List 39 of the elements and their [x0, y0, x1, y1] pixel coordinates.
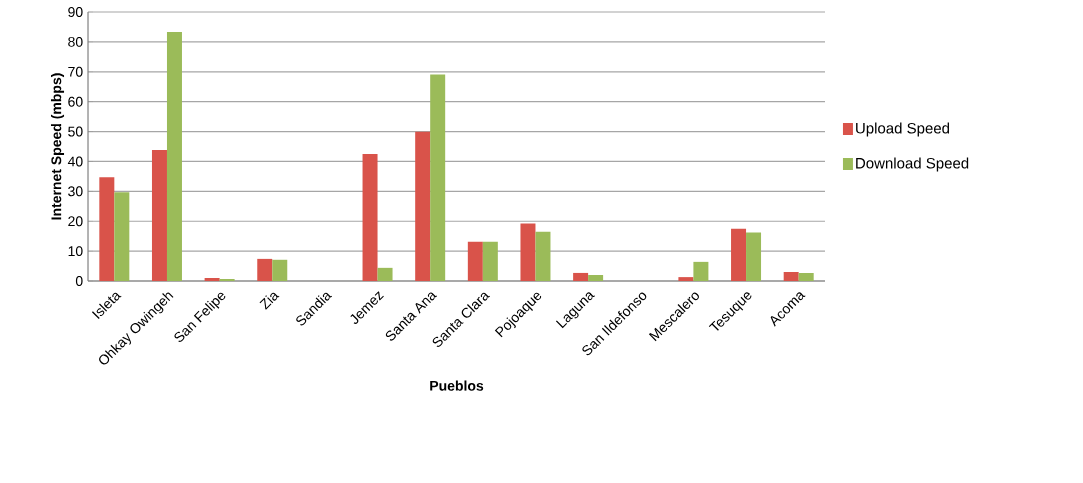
- bar: [257, 258, 273, 281]
- y-axis-title: Internet Speed (mbps): [50, 73, 65, 220]
- y-tick-label: 30: [68, 186, 83, 197]
- y-tick-label: 40: [67, 156, 83, 167]
- bar: [783, 272, 799, 281]
- y-tick-label: 60: [68, 96, 83, 107]
- y-tick-label: 70: [68, 66, 83, 77]
- x-tick-label: Zia: [259, 292, 280, 310]
- bar: [166, 32, 182, 281]
- bar: [535, 231, 551, 281]
- bar: [362, 153, 378, 281]
- bar: [377, 267, 393, 281]
- bar: [482, 241, 498, 281]
- bar: [151, 150, 167, 281]
- bar: [746, 232, 762, 281]
- bar: [219, 278, 235, 281]
- bar: [114, 192, 130, 281]
- bar: [99, 177, 115, 281]
- bar: [573, 272, 589, 281]
- legend-label: Upload Speed: [856, 122, 950, 137]
- bar: [731, 228, 747, 281]
- y-tick-label: 90: [68, 7, 83, 17]
- bar: [693, 261, 709, 281]
- y-tick-label: 80: [68, 36, 83, 47]
- bar: [798, 272, 814, 281]
- bar: [430, 74, 446, 281]
- y-tick-label: 50: [68, 126, 83, 137]
- y-tick-label: 0: [75, 276, 83, 286]
- bar: [467, 241, 483, 281]
- bar: [204, 278, 220, 281]
- legend-label: Download Speed: [856, 157, 969, 172]
- y-tick-label: 20: [68, 216, 83, 227]
- bar: [588, 275, 604, 281]
- bar: [415, 131, 431, 281]
- bar: [520, 223, 536, 281]
- bar: [272, 259, 288, 281]
- bar: [678, 277, 694, 281]
- x-axis-title: Pueblos: [430, 380, 484, 391]
- y-tick-label: 10: [68, 246, 83, 257]
